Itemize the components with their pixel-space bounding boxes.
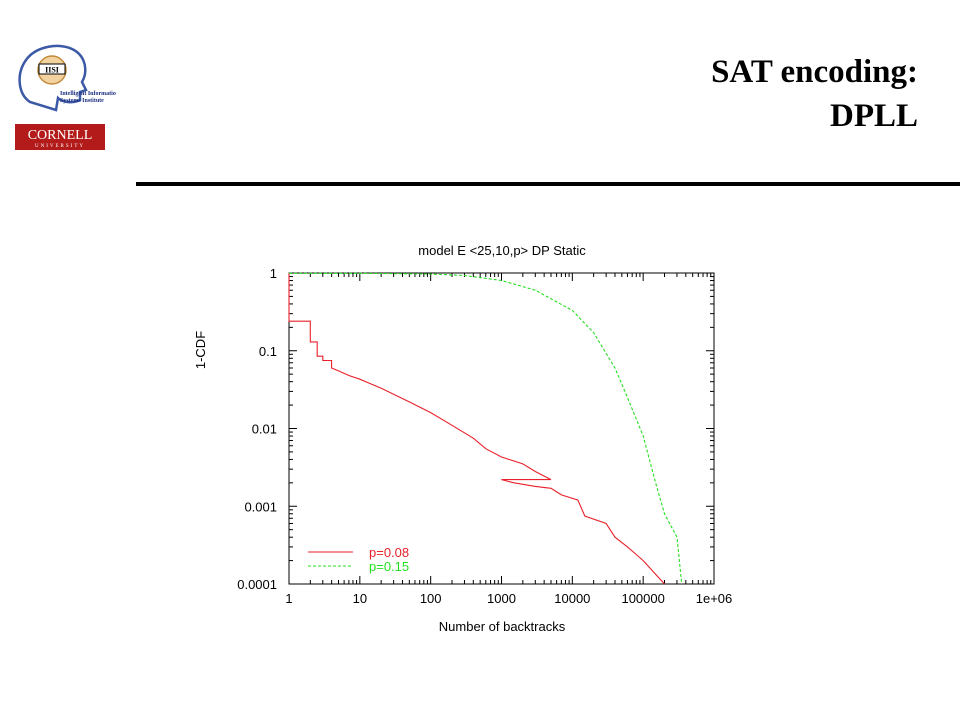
cornell-wordmark: CORNELL bbox=[28, 128, 93, 143]
y-tick-label: 0.1 bbox=[259, 344, 277, 359]
plot-area: 1 10 100 1000 10000 100000 1e+06 1 0.1 0.01 0.001 0… bbox=[237, 266, 732, 606]
iisi-logo: IISI Intelligent Information Systems Ins… bbox=[18, 44, 116, 112]
x-tick-label: 10 bbox=[353, 591, 367, 606]
ccdf-chart: model E <25,10,p> DP Static 1 10 100 1000 10… bbox=[193, 243, 732, 634]
legend-label-1: p=0.08 bbox=[369, 545, 409, 560]
y-tick-label: 0.01 bbox=[252, 422, 277, 437]
head-silhouette-icon bbox=[18, 44, 88, 112]
slide-title-line1: SAT encoding: bbox=[711, 54, 918, 90]
series-line-2 bbox=[289, 272, 683, 585]
x-tick-label: 1 bbox=[285, 591, 292, 606]
x-tick-label: 100000 bbox=[621, 591, 664, 606]
x-axis-label: Number of backtracks bbox=[439, 619, 566, 634]
title-divider bbox=[136, 182, 960, 186]
y-tick-label: 1 bbox=[270, 266, 277, 281]
y-tick-label: 0.001 bbox=[244, 499, 277, 514]
x-tick-label: 1000 bbox=[487, 591, 516, 606]
series-line-1 bbox=[288, 273, 665, 585]
slide-title: SAT encoding: DPLL bbox=[711, 50, 918, 138]
y-axis-label: 1-CDF bbox=[193, 331, 208, 369]
y-tick-label: 0.0001 bbox=[237, 577, 277, 592]
slide-title-line2: DPLL bbox=[829, 98, 918, 134]
logo-badge: IISI bbox=[45, 66, 59, 75]
chart-title: model E <25,10,p> DP Static bbox=[418, 243, 586, 258]
legend-label-2: p=0.15 bbox=[369, 559, 409, 574]
cornell-logo: CORNELL UNIVERSITY bbox=[15, 124, 105, 150]
cornell-sub: UNIVERSITY bbox=[35, 144, 85, 149]
svg-text:Intelligent Information Sy: Intelligent Information Systems Institut… bbox=[60, 91, 116, 104]
x-tick-label: 1e+06 bbox=[696, 591, 733, 606]
x-tick-label: 100 bbox=[420, 591, 442, 606]
x-tick-label: 10000 bbox=[554, 591, 590, 606]
plot-frame bbox=[288, 272, 715, 585]
